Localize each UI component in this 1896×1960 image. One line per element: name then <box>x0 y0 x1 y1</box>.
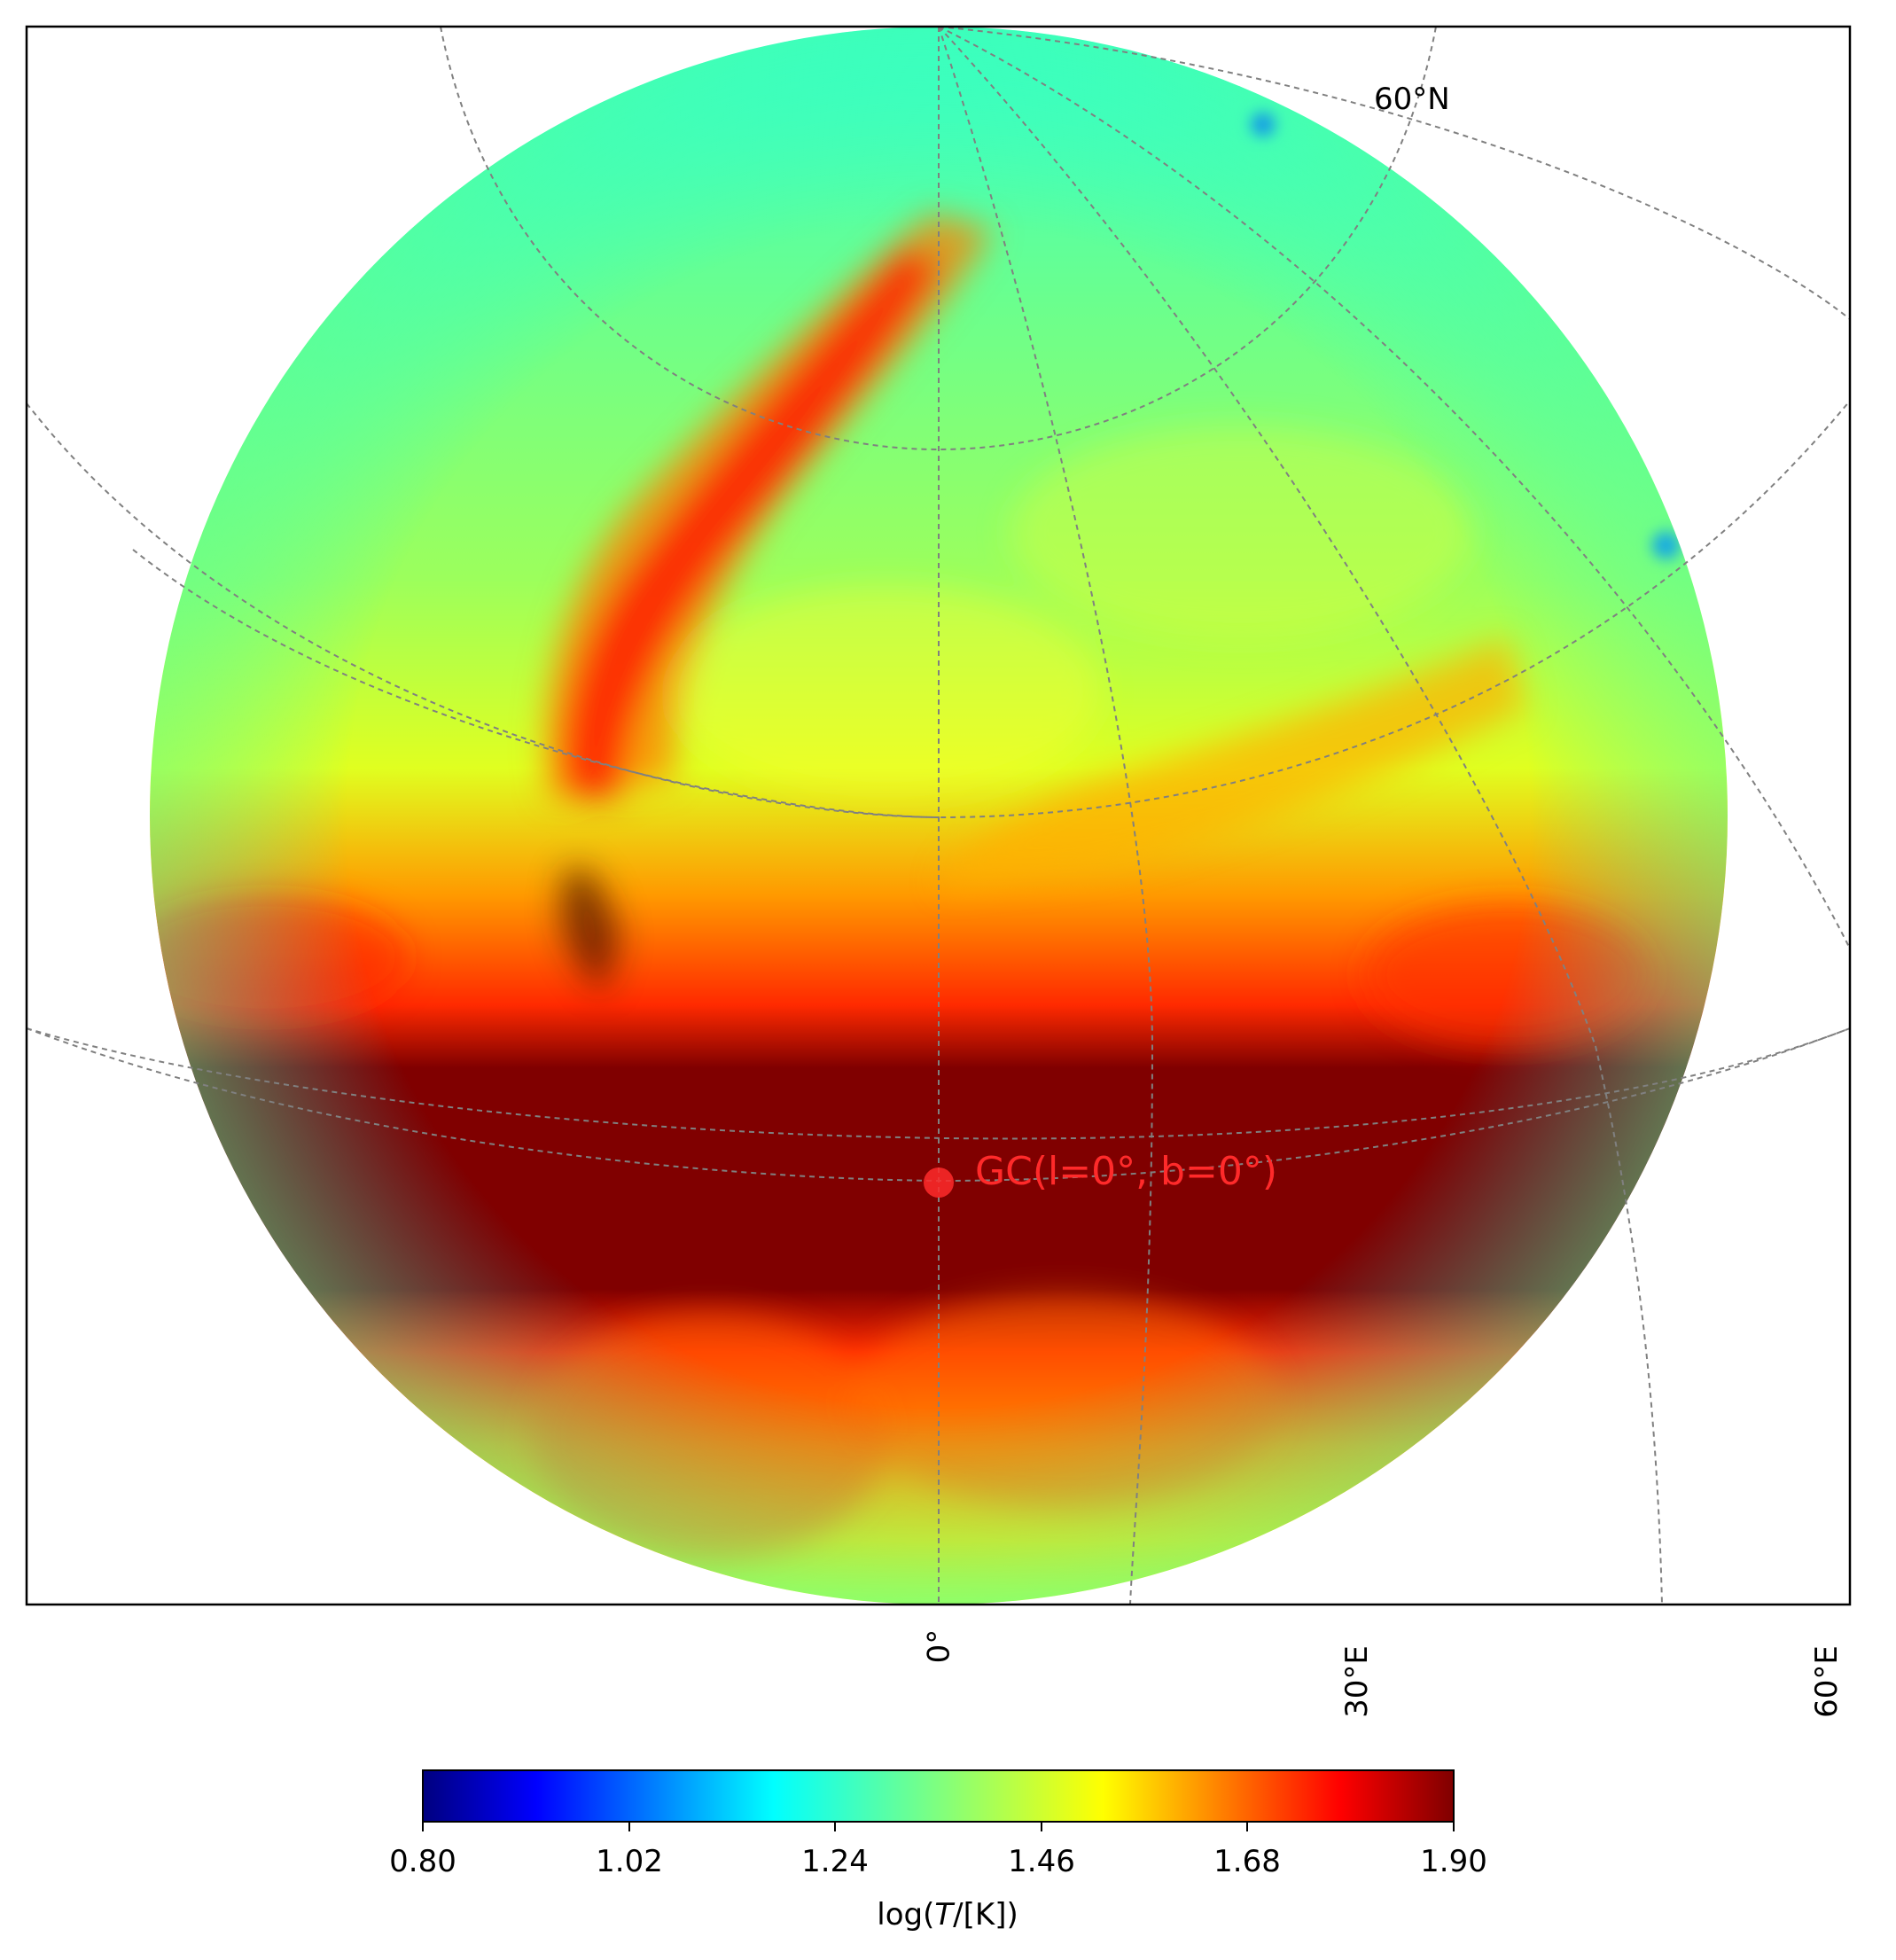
colorbar <box>422 1769 1455 1823</box>
sky-map <box>150 27 1728 1605</box>
lon-label-60e: 60°E <box>1808 1645 1845 1718</box>
lon-label-0: 0° <box>921 1628 957 1664</box>
gc-label: GC(l=0°, b=0°) <box>975 1149 1277 1194</box>
cbar-tick-label: 1.02 <box>596 1844 663 1879</box>
colorbar-label: log(T/[K]) <box>877 1897 1018 1933</box>
colorbar-ticks <box>422 1822 1455 1831</box>
lat-label-60n: 60°N <box>1374 82 1450 117</box>
cbar-tick-label: 1.46 <box>1008 1844 1075 1879</box>
map-frame <box>25 25 1852 1606</box>
cbar-tick-label: 0.80 <box>389 1844 456 1879</box>
gc-marker <box>924 1167 954 1198</box>
cbar-tick-label: 1.90 <box>1420 1844 1487 1879</box>
cbar-tick-label: 1.68 <box>1213 1844 1281 1879</box>
cbar-tick-label: 1.24 <box>801 1844 869 1879</box>
lon-label-30e: 30°E <box>1338 1645 1375 1718</box>
